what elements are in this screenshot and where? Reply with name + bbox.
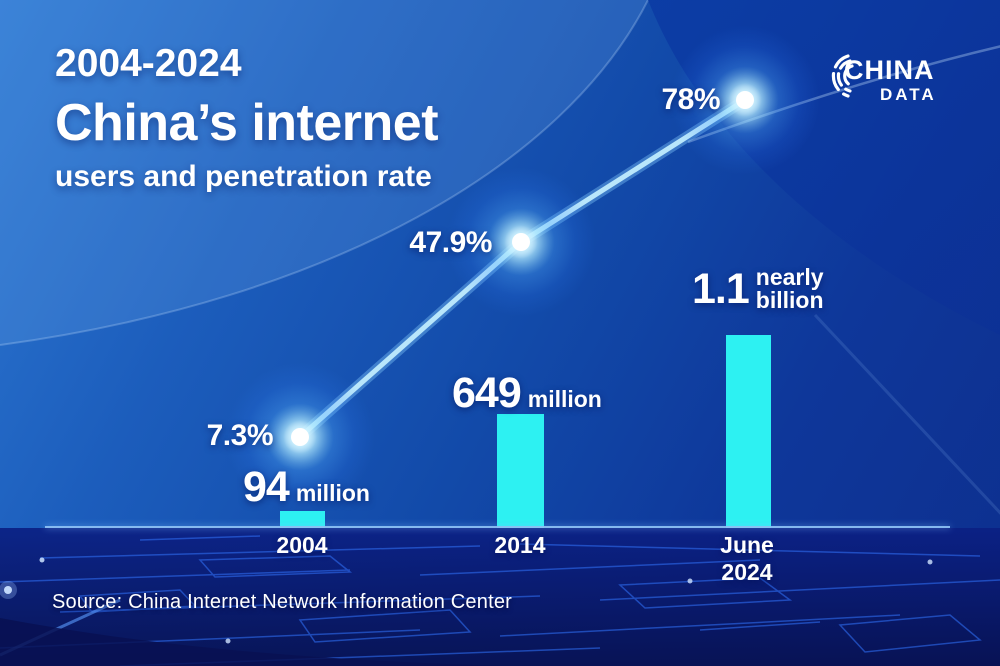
users-unit-stack: nearly billion xyxy=(756,266,824,312)
users-unit: million xyxy=(527,386,602,412)
source-attribution: Source: China Internet Network Informati… xyxy=(52,591,513,613)
chart-title-block: 2004-2024 China’s internet users and pen… xyxy=(55,42,439,193)
users-label-2014: 649 million xyxy=(452,372,602,415)
category-label-2024: June 2024 xyxy=(720,532,774,585)
percent-label-2024: 78% xyxy=(661,83,720,116)
users-label-2004: 94 million xyxy=(243,466,370,509)
users-value: 1.1 xyxy=(692,265,750,313)
page-subtitle: users and penetration rate xyxy=(55,159,432,193)
logo-line1: CHINA xyxy=(844,55,935,85)
logo-text: CHINA DATA xyxy=(844,55,937,104)
percent-label-2004: 7.3% xyxy=(206,419,274,452)
users-value: 649 xyxy=(452,369,522,417)
wave-bottom-left xyxy=(0,618,500,666)
point-core xyxy=(512,233,530,251)
users-unit: million xyxy=(295,480,370,506)
logo-line2: DATA xyxy=(880,85,937,104)
users-label-2024: 1.1 nearly billion xyxy=(692,266,824,312)
users-value: 94 xyxy=(243,463,290,511)
category-label-2014: 2014 xyxy=(494,532,546,558)
title-period: 2004-2024 xyxy=(55,42,242,85)
point-core xyxy=(736,91,754,109)
x-axis-baseline xyxy=(45,526,950,528)
bar-2014 xyxy=(497,414,544,528)
users-unit: billion xyxy=(755,287,824,313)
point-core xyxy=(291,428,309,446)
page-title: China’s internet xyxy=(55,93,439,152)
ridge-bottom-right xyxy=(813,313,1000,515)
percent-label-2014: 47.9% xyxy=(409,226,492,259)
china-data-logo: CHINA DATA xyxy=(826,50,937,103)
category-label-2004: 2004 xyxy=(276,532,328,558)
bar-june-2024 xyxy=(726,335,771,528)
users-unit-prefix: nearly xyxy=(755,264,824,290)
